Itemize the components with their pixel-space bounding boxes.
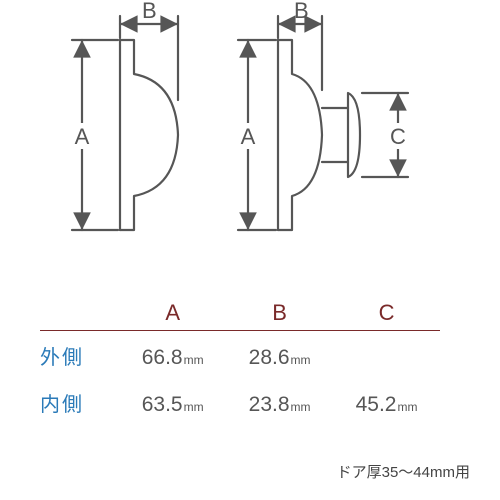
dim-label-right-a: A — [241, 124, 256, 149]
table-row: 外側 66.8mm 28.6mm — [40, 341, 440, 370]
dim-label-left-a: A — [75, 124, 90, 149]
col-header-a: A — [119, 300, 226, 326]
col-header-b: B — [226, 300, 333, 326]
cell-value: 63.5 — [142, 393, 183, 416]
unit: mm — [291, 400, 311, 414]
footnote: ドア厚35～44mm用 — [337, 461, 470, 482]
dim-label-right-b: B — [294, 0, 309, 23]
cell-value: 66.8 — [142, 346, 183, 369]
row-label-inside: 内側 — [40, 388, 119, 417]
cell-value: 28.6 — [249, 346, 290, 369]
unit: mm — [397, 400, 417, 414]
unit: mm — [184, 353, 204, 367]
dimension-table: A B C 外側 66.8mm 28.6mm 内側 63.5mm 23.8mm … — [40, 300, 440, 435]
dim-label-left-b: B — [142, 0, 157, 23]
table-row: 内側 63.5mm 23.8mm 45.2mm — [40, 388, 440, 417]
unit: mm — [291, 353, 311, 367]
dimension-drawing: A B A B C — [0, 0, 500, 280]
row-label-outside: 外側 — [40, 341, 119, 370]
cell-value: 45.2 — [356, 393, 397, 416]
unit: mm — [184, 400, 204, 414]
dim-label-right-c: C — [390, 124, 406, 149]
col-header-c: C — [333, 300, 440, 326]
cell-value: 23.8 — [249, 393, 290, 416]
